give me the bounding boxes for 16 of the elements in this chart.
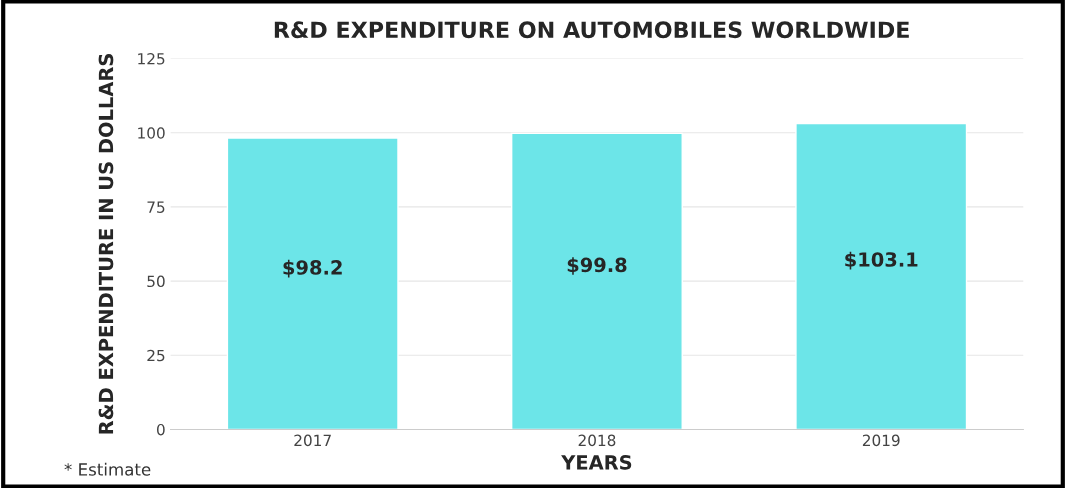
data-label: $98.2 xyxy=(283,259,342,278)
x-tick-label: 2019 xyxy=(862,434,900,447)
x-tick-label: 2018 xyxy=(578,434,616,447)
data-label: $99.8 xyxy=(567,257,627,275)
text: * Estimate xyxy=(64,462,151,476)
y-tick-label: 50 xyxy=(147,275,165,288)
y-tick-label: 125 xyxy=(138,53,165,65)
x-axis-title: YEARS xyxy=(561,454,632,470)
x-tick-label: 2017 xyxy=(294,434,331,447)
chart-title: R&D EXPENDITURE ON AUTOMOBILES WORLDWIDE xyxy=(274,21,909,39)
y-tick-label: 75 xyxy=(147,201,165,213)
y-tick-label: 100 xyxy=(138,127,165,139)
y-axis-title: R&D EXPENDITURE IN US DOLLARS xyxy=(98,54,114,434)
data-label: $103.1 xyxy=(845,251,918,270)
y-tick-label: 0 xyxy=(156,423,165,436)
y-tick-label: 25 xyxy=(147,349,165,362)
